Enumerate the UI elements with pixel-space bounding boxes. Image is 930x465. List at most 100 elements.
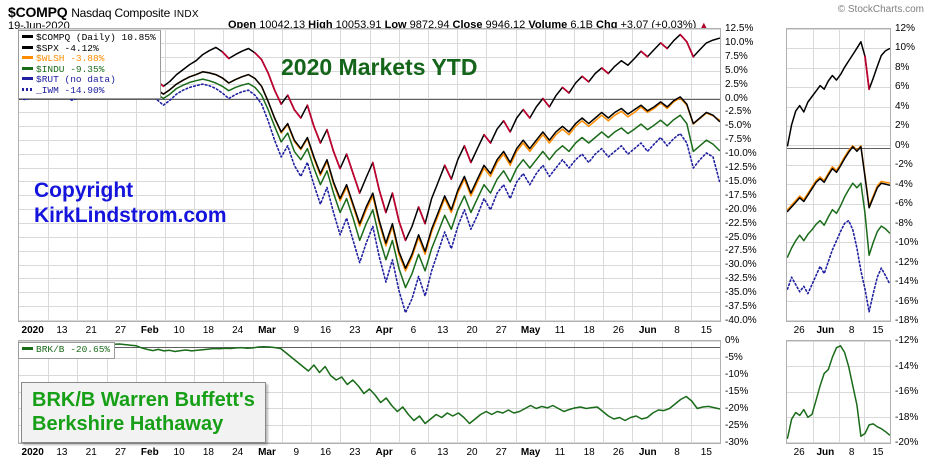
- copyright-annotation: Copyright KirkLindstrom.com: [34, 178, 227, 228]
- x-axis-tick-label: 2020: [21, 325, 44, 336]
- x-axis-tick-label: 27: [114, 447, 127, 458]
- y-axis-tick-label: -16%: [895, 386, 919, 397]
- x-axis-tick-label: Feb: [140, 447, 159, 458]
- legend-swatch-icon: [22, 56, 33, 59]
- x-axis-tick-label: 26: [612, 325, 625, 336]
- x-axis-tick-label: 23: [349, 325, 361, 336]
- x-axis-tick-label: 8: [848, 447, 855, 458]
- y-axis-tick-label: 6%: [895, 81, 910, 93]
- y-axis-tick-label: -30.0%: [725, 259, 757, 271]
- legend-item: $SPX -4.12%: [22, 42, 156, 55]
- x-axis-tick-label: 15: [700, 325, 712, 336]
- y-axis-tick-label: -5%: [725, 352, 743, 363]
- y-axis-tick-label: -12%: [895, 335, 919, 346]
- x-axis-tick-label: Apr: [375, 325, 393, 336]
- y-axis-tick-label: -22.5%: [725, 217, 757, 229]
- x-axis-tick-label: 27: [114, 325, 127, 336]
- legend-label: $SPX -4.12%: [36, 42, 99, 54]
- x-axis-tick-label: 18: [583, 325, 595, 336]
- y-axis-tick-label: 12.5%: [725, 23, 754, 34]
- y-axis-tick-label: -18%: [895, 315, 919, 326]
- y-axis-tick-label: -20%: [895, 437, 919, 448]
- x-axis-tick-label: 20: [466, 325, 478, 336]
- y-axis-tick-label: -4%: [895, 178, 913, 190]
- legend-label: $COMPQ (Daily) 10.85%: [36, 32, 156, 43]
- y-axis-tick-label: -30%: [725, 437, 749, 448]
- legend-swatch-icon: [22, 45, 33, 49]
- y-axis-tick-label: 2%: [895, 120, 910, 132]
- y-axis-tick-label: 0%: [895, 139, 910, 151]
- legend-label: $RUT (no data): [36, 74, 116, 85]
- x-axis-tick-label: Jun: [638, 447, 657, 458]
- y-axis-tick-label: 7.5%: [725, 50, 748, 62]
- x-axis-tick-label: May: [520, 447, 541, 458]
- x-axis-tick-label: Mar: [258, 325, 276, 336]
- x-axis-tick-label: 24: [232, 447, 244, 458]
- x-axis-tick-label: 13: [437, 447, 449, 458]
- legend-label: _IWM -14.90%: [36, 84, 105, 96]
- y-axis-tick-label: -18%: [895, 411, 919, 423]
- brkb-chart-legend: BRK/B -20.65%: [18, 342, 116, 359]
- y-axis-tick-label: -5.0%: [725, 120, 752, 132]
- legend-item: $WLSH -3.88%: [22, 53, 156, 65]
- y-axis-tick-label: -16%: [895, 295, 919, 307]
- y-axis-tick-label: -12%: [895, 256, 919, 268]
- main-recent-plot: [787, 29, 890, 321]
- y-axis-tick-label: -37.5%: [725, 301, 757, 313]
- y-axis-tick-label: -10%: [895, 237, 919, 249]
- x-axis-tick-label: 16: [320, 325, 332, 336]
- x-axis-tick-label: 6: [410, 325, 417, 336]
- y-axis-tick-label: 2.5%: [725, 78, 748, 90]
- legend-item: $INDU -9.35%: [22, 63, 156, 76]
- brkb-note-line-2: Berkshire Hathaway: [32, 413, 224, 435]
- x-axis-tick-label: 21: [85, 325, 97, 336]
- x-axis-tick-label: 8: [848, 325, 855, 336]
- x-axis-tick-label: 8: [674, 447, 680, 458]
- legend-swatch-icon: [22, 77, 33, 80]
- y-axis-tick-label: 0.0%: [725, 92, 748, 104]
- y-axis-tick-label: -35.0%: [725, 287, 757, 299]
- x-axis-tick-label: 21: [85, 447, 97, 458]
- x-axis-tick-label: 26: [793, 447, 805, 458]
- x-axis-tick-label: Apr: [375, 447, 393, 458]
- x-axis-tick-label: 15: [700, 447, 712, 458]
- y-axis-tick-label: -6%: [895, 198, 913, 210]
- brkb-recent-plot: [787, 341, 890, 443]
- symbol-name: Nasdaq Composite: [71, 6, 171, 20]
- y-axis-tick-label: -2.5%: [725, 106, 752, 118]
- x-axis-tick-label: 26: [793, 325, 805, 336]
- main-recent-chart-panel[interactable]: [786, 28, 891, 322]
- x-axis-tick-label: 8: [674, 325, 680, 336]
- legend-label: $INDU -9.35%: [36, 63, 105, 75]
- x-axis-tick-label: 6: [410, 447, 417, 458]
- x-axis-tick-label: 20: [466, 447, 478, 458]
- y-axis-tick-label: -15%: [725, 386, 749, 397]
- x-axis-tick-label: 9: [293, 325, 300, 336]
- y-axis-tick-label: -10%: [725, 369, 749, 380]
- legend-item: _IWM -14.90%: [22, 84, 156, 97]
- y-axis-tick-label: -12.5%: [725, 162, 757, 174]
- x-axis-tick-label: 23: [349, 447, 361, 458]
- x-axis-tick-label: 26: [612, 447, 625, 458]
- legend-label: $WLSH -3.88%: [36, 53, 105, 64]
- y-axis-tick-label: 10.0%: [725, 36, 754, 48]
- y-axis-tick-label: 4%: [895, 100, 910, 112]
- x-axis-tick-label: 10: [173, 325, 185, 336]
- y-axis-tick-label: -17.5%: [725, 189, 757, 201]
- y-axis-tick-label: -20%: [725, 403, 749, 414]
- main-chart-legend: $COMPQ (Daily) 10.85% $SPX -4.12% $WLSH -3…: [18, 30, 161, 99]
- y-axis-tick-label: -32.5%: [725, 273, 757, 285]
- legend-swatch-icon: [22, 347, 33, 350]
- brkb-note-annotation: BRK/B Warren Buffett's Berkshire Hathawa…: [21, 382, 266, 443]
- brkb-recent-chart-panel[interactable]: [786, 340, 891, 444]
- x-axis-tick-label: 27: [495, 447, 507, 458]
- x-axis-tick-label: 24: [232, 325, 244, 336]
- legend-item: BRK/B -20.65%: [22, 344, 110, 356]
- symbol-ticker: $COMPQ: [8, 4, 68, 20]
- legend-swatch-icon: [22, 35, 33, 38]
- x-axis-tick-label: 15: [872, 447, 884, 458]
- x-axis-tick-label: Jun: [816, 325, 835, 336]
- y-axis-tick-label: 5.0%: [725, 64, 748, 76]
- y-axis-tick-label: -14%: [895, 360, 919, 372]
